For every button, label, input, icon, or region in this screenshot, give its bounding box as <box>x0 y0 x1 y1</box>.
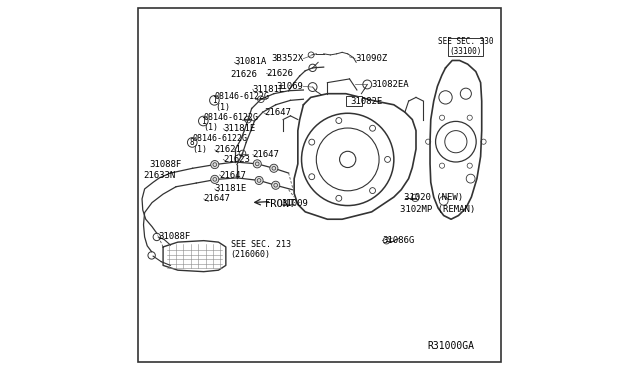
Text: 31081A: 31081A <box>234 57 267 66</box>
Text: 3B352X: 3B352X <box>271 54 303 63</box>
Text: 21647: 21647 <box>264 108 291 118</box>
Text: 31181E: 31181E <box>253 85 285 94</box>
Text: FRONT: FRONT <box>266 199 296 209</box>
Circle shape <box>255 176 263 185</box>
Text: 21633N: 21633N <box>143 171 176 180</box>
Text: 21647: 21647 <box>220 171 246 180</box>
Text: 3102MP (REMAN): 3102MP (REMAN) <box>401 205 476 215</box>
Text: 21647: 21647 <box>253 150 280 159</box>
Text: 21626: 21626 <box>230 70 257 79</box>
Text: SEE SEC. 330
(33100): SEE SEC. 330 (33100) <box>438 37 493 56</box>
Circle shape <box>211 175 219 183</box>
Text: 31082EA: 31082EA <box>371 80 408 89</box>
Text: 08146-6122G
(1): 08146-6122G (1) <box>215 92 270 112</box>
Text: 08146-6122G
(1): 08146-6122G (1) <box>204 113 259 132</box>
Text: 31181E: 31181E <box>215 185 247 193</box>
Circle shape <box>253 160 261 168</box>
Text: R31000GA: R31000GA <box>428 340 474 350</box>
Text: 31009: 31009 <box>281 199 308 208</box>
Text: 31069: 31069 <box>276 82 303 91</box>
Text: 31086G: 31086G <box>382 236 414 245</box>
Circle shape <box>211 161 219 169</box>
Text: 31090Z: 31090Z <box>355 54 387 63</box>
Text: 21621: 21621 <box>215 145 242 154</box>
Circle shape <box>271 181 280 189</box>
Text: 31088F: 31088F <box>149 160 182 169</box>
Text: 31181E: 31181E <box>223 124 255 133</box>
Text: 31082E: 31082E <box>351 97 383 106</box>
Text: 08146-6122G
(1): 08146-6122G (1) <box>193 134 248 154</box>
FancyBboxPatch shape <box>346 96 362 106</box>
Text: 1: 1 <box>212 96 217 105</box>
Circle shape <box>270 164 278 172</box>
Text: 21626: 21626 <box>266 69 293 78</box>
Text: 21623: 21623 <box>223 155 250 164</box>
Text: SEE SEC. 213
(216060): SEE SEC. 213 (216060) <box>230 240 291 259</box>
Text: 8: 8 <box>190 138 195 147</box>
Text: 21647: 21647 <box>204 195 230 203</box>
FancyBboxPatch shape <box>448 38 483 56</box>
Text: 31088F: 31088F <box>158 232 191 241</box>
Text: 1: 1 <box>201 116 205 125</box>
Text: 31020 (NEW): 31020 (NEW) <box>404 193 463 202</box>
